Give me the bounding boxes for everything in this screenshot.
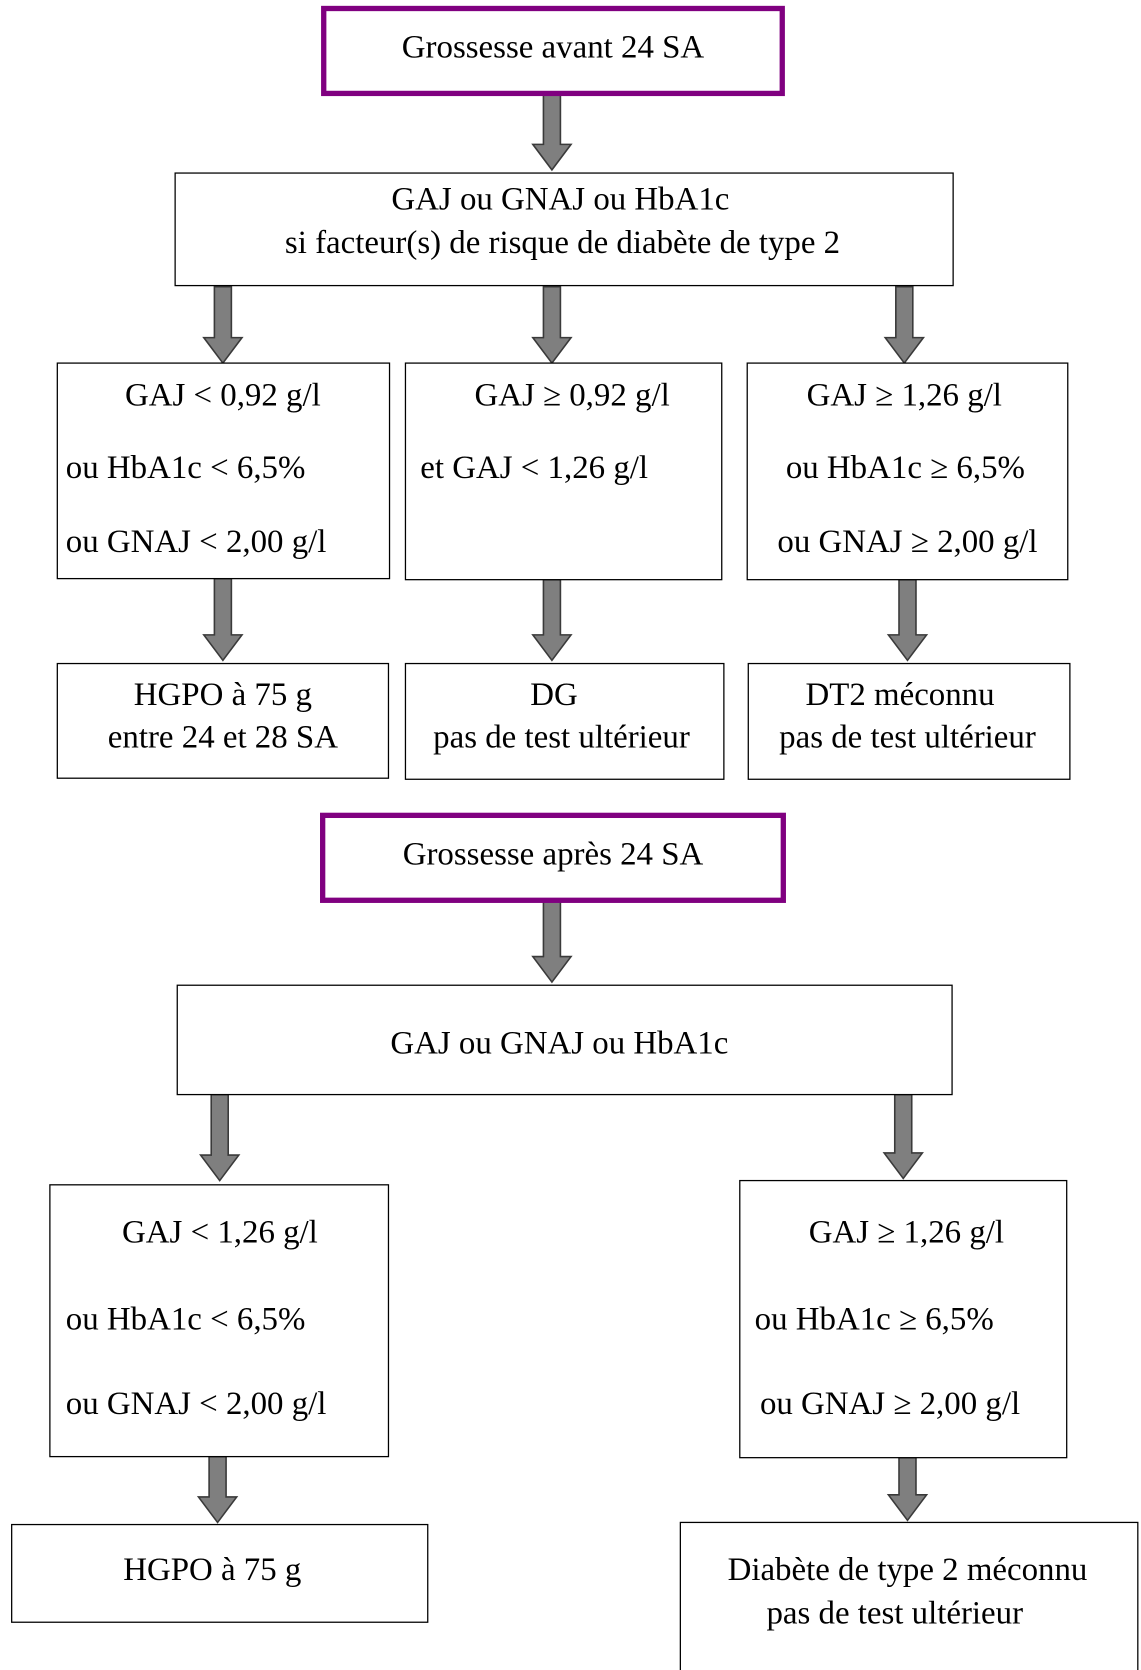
arrow bbox=[883, 285, 926, 365]
box-text: pas de test ultérieur bbox=[779, 720, 1036, 756]
box bbox=[56, 362, 391, 580]
box bbox=[679, 1521, 1139, 1670]
box-text: ou GNAJ ≥ 2,00 g/l bbox=[760, 1386, 1020, 1422]
box-text: ou GNAJ < 2,00 g/l bbox=[66, 524, 327, 560]
box-text: HGPO à 75 g bbox=[123, 1552, 301, 1588]
arrow bbox=[531, 92, 573, 172]
box bbox=[404, 662, 725, 780]
box bbox=[746, 362, 1069, 581]
box-text: pas de test ultérieur bbox=[433, 720, 690, 756]
arrow bbox=[531, 578, 573, 662]
box-text: GAJ < 1,26 g/l bbox=[122, 1214, 318, 1250]
box-text: ou HbA1c < 6,5% bbox=[66, 450, 306, 486]
box-text: entre 24 et 28 SA bbox=[108, 720, 338, 756]
box-text: GAJ ou GNAJ ou HbA1c bbox=[390, 1025, 728, 1061]
arrow bbox=[886, 1456, 929, 1522]
box-text: pas de test ultérieur bbox=[766, 1595, 1023, 1631]
box-text: Diabète de type 2 méconnu bbox=[728, 1552, 1088, 1588]
box-text: HGPO à 75 g bbox=[134, 677, 312, 713]
box bbox=[174, 172, 954, 287]
box bbox=[11, 1523, 429, 1623]
box-text: ou HbA1c ≥ 6,5% bbox=[755, 1301, 994, 1337]
arrow bbox=[531, 899, 573, 984]
box-text: GAJ < 0,92 g/l bbox=[125, 378, 321, 414]
box-text: GAJ ≥ 1,26 g/l bbox=[809, 1214, 1004, 1250]
box-text: DG bbox=[530, 677, 578, 713]
box-text: Grossesse avant 24 SA bbox=[402, 29, 705, 65]
arrow bbox=[882, 1093, 924, 1180]
box-text: ou GNAJ < 2,00 g/l bbox=[66, 1386, 327, 1422]
box bbox=[176, 984, 953, 1096]
arrow bbox=[199, 1093, 241, 1182]
start-box bbox=[321, 5, 785, 97]
box-text: GAJ ≥ 1,26 g/l bbox=[807, 378, 1002, 414]
box-text: et GAJ < 1,26 g/l bbox=[420, 450, 648, 486]
box-text: Grossesse après 24 SA bbox=[403, 836, 704, 872]
box-text: GAJ ≥ 0,92 g/l bbox=[474, 378, 669, 414]
box-text: GAJ ou GNAJ ou HbA1c bbox=[391, 181, 729, 217]
box bbox=[56, 662, 390, 779]
box bbox=[747, 662, 1071, 780]
arrow bbox=[196, 1455, 239, 1524]
arrow bbox=[202, 285, 244, 365]
start-box bbox=[320, 812, 786, 903]
box-text: ou HbA1c ≥ 6,5% bbox=[786, 450, 1025, 486]
box bbox=[49, 1184, 390, 1458]
box-text: si facteur(s) de risque de diabète de ty… bbox=[285, 225, 840, 261]
arrow bbox=[886, 578, 929, 662]
box-text: DT2 méconnu bbox=[806, 677, 995, 713]
arrow bbox=[531, 285, 573, 365]
arrow bbox=[202, 577, 244, 662]
box-text: ou HbA1c < 6,5% bbox=[66, 1301, 306, 1337]
box-text: ou GNAJ ≥ 2,00 g/l bbox=[777, 524, 1037, 560]
box bbox=[739, 1179, 1068, 1459]
box bbox=[404, 362, 723, 581]
